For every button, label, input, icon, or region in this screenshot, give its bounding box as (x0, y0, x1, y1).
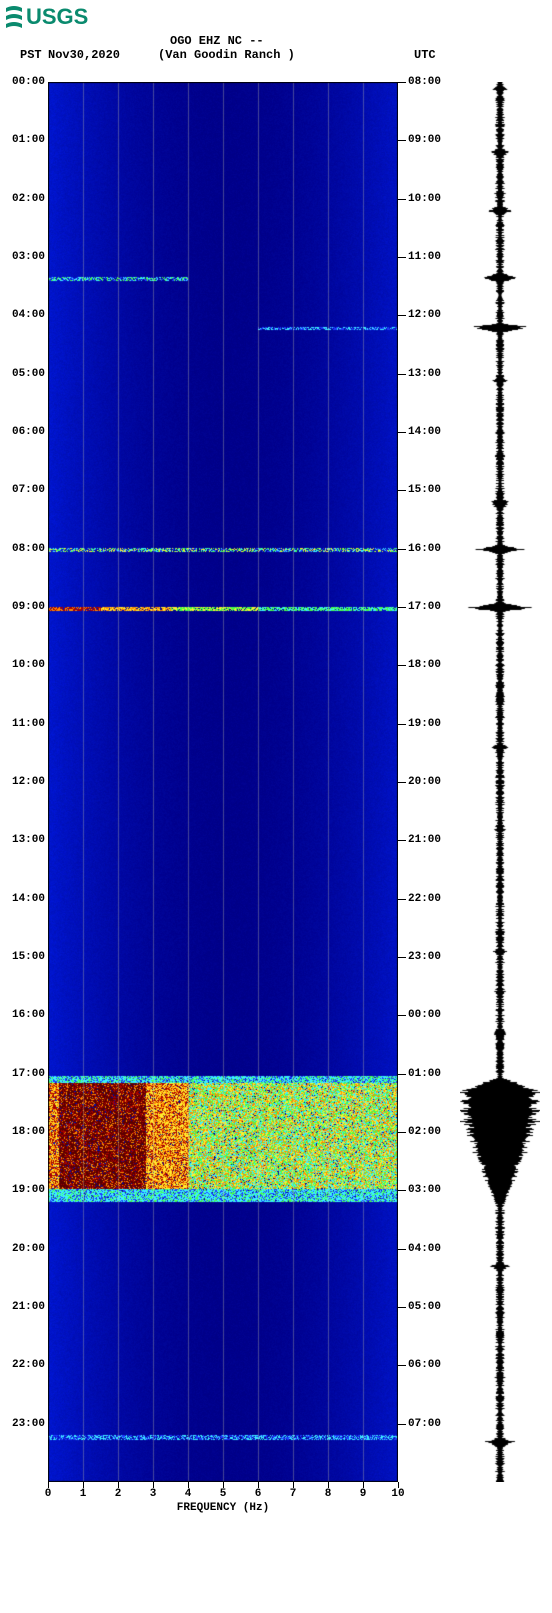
ytick-right: 06:00 (408, 1359, 441, 1371)
ytick-left: 18:00 (12, 1126, 45, 1138)
usgs-logo: USGS (4, 2, 96, 30)
ytick-left: 19:00 (12, 1184, 45, 1196)
ytick-left: 16:00 (12, 1009, 45, 1021)
ytick-left: 03:00 (12, 251, 45, 263)
xtick-label: 0 (45, 1488, 52, 1500)
xtick-label: 6 (255, 1488, 262, 1500)
svg-text:USGS: USGS (26, 4, 88, 29)
timezone-left: PST (20, 48, 42, 62)
ytick-right: 08:00 (408, 76, 441, 88)
ytick-right: 14:00 (408, 426, 441, 438)
xtick-label: 8 (325, 1488, 332, 1500)
ytick-right: 02:00 (408, 1126, 441, 1138)
ytick-left: 06:00 (12, 426, 45, 438)
ytick-right: 03:00 (408, 1184, 441, 1196)
ytick-right: 20:00 (408, 776, 441, 788)
ytick-left: 17:00 (12, 1068, 45, 1080)
ytick-left: 07:00 (12, 484, 45, 496)
ytick-left: 05:00 (12, 368, 45, 380)
ytick-left: 04:00 (12, 309, 45, 321)
ytick-left: 21:00 (12, 1301, 45, 1313)
waveform-trace (460, 82, 540, 1482)
xtick-label: 9 (360, 1488, 367, 1500)
ytick-right: 12:00 (408, 309, 441, 321)
ytick-left: 23:00 (12, 1418, 45, 1430)
y-axis-right: 08:0009:0010:0011:0012:0013:0014:0015:00… (398, 82, 458, 1482)
ytick-left: 09:00 (12, 601, 45, 613)
ytick-left: 20:00 (12, 1243, 45, 1255)
ytick-left: 13:00 (12, 834, 45, 846)
ytick-left: 10:00 (12, 659, 45, 671)
ytick-right: 23:00 (408, 951, 441, 963)
ytick-right: 07:00 (408, 1418, 441, 1430)
spectrogram-plot (48, 82, 398, 1482)
ytick-right: 00:00 (408, 1009, 441, 1021)
xtick-label: 5 (220, 1488, 227, 1500)
ytick-left: 22:00 (12, 1359, 45, 1371)
ytick-left: 08:00 (12, 543, 45, 555)
ytick-right: 19:00 (408, 718, 441, 730)
ytick-right: 04:00 (408, 1243, 441, 1255)
ytick-left: 11:00 (12, 718, 45, 730)
ytick-right: 05:00 (408, 1301, 441, 1313)
ytick-right: 17:00 (408, 601, 441, 613)
y-axis-left: 00:0001:0002:0003:0004:0005:0006:0007:00… (0, 82, 48, 1482)
xtick-label: 10 (391, 1488, 404, 1500)
ytick-right: 09:00 (408, 134, 441, 146)
ytick-left: 01:00 (12, 134, 45, 146)
xtick-label: 7 (290, 1488, 297, 1500)
ytick-right: 15:00 (408, 484, 441, 496)
ytick-left: 15:00 (12, 951, 45, 963)
x-axis-label: FREQUENCY (Hz) (177, 1502, 269, 1514)
ytick-right: 11:00 (408, 251, 441, 263)
ytick-right: 22:00 (408, 893, 441, 905)
xtick-label: 2 (115, 1488, 122, 1500)
ytick-right: 18:00 (408, 659, 441, 671)
ytick-left: 14:00 (12, 893, 45, 905)
station-name: (Van Goodin Ranch ) (158, 48, 295, 62)
xtick-label: 1 (80, 1488, 87, 1500)
ytick-right: 01:00 (408, 1068, 441, 1080)
ytick-left: 00:00 (12, 76, 45, 88)
xtick-label: 3 (150, 1488, 157, 1500)
x-axis: FREQUENCY (Hz) 012345678910 (48, 1482, 398, 1522)
ytick-left: 02:00 (12, 193, 45, 205)
ytick-right: 10:00 (408, 193, 441, 205)
xtick-label: 4 (185, 1488, 192, 1500)
ytick-left: 12:00 (12, 776, 45, 788)
ytick-right: 13:00 (408, 368, 441, 380)
station-code: OGO EHZ NC -- (170, 34, 264, 48)
timezone-right: UTC (414, 48, 436, 62)
header-date: Nov30,2020 (48, 48, 120, 62)
ytick-right: 21:00 (408, 834, 441, 846)
ytick-right: 16:00 (408, 543, 441, 555)
